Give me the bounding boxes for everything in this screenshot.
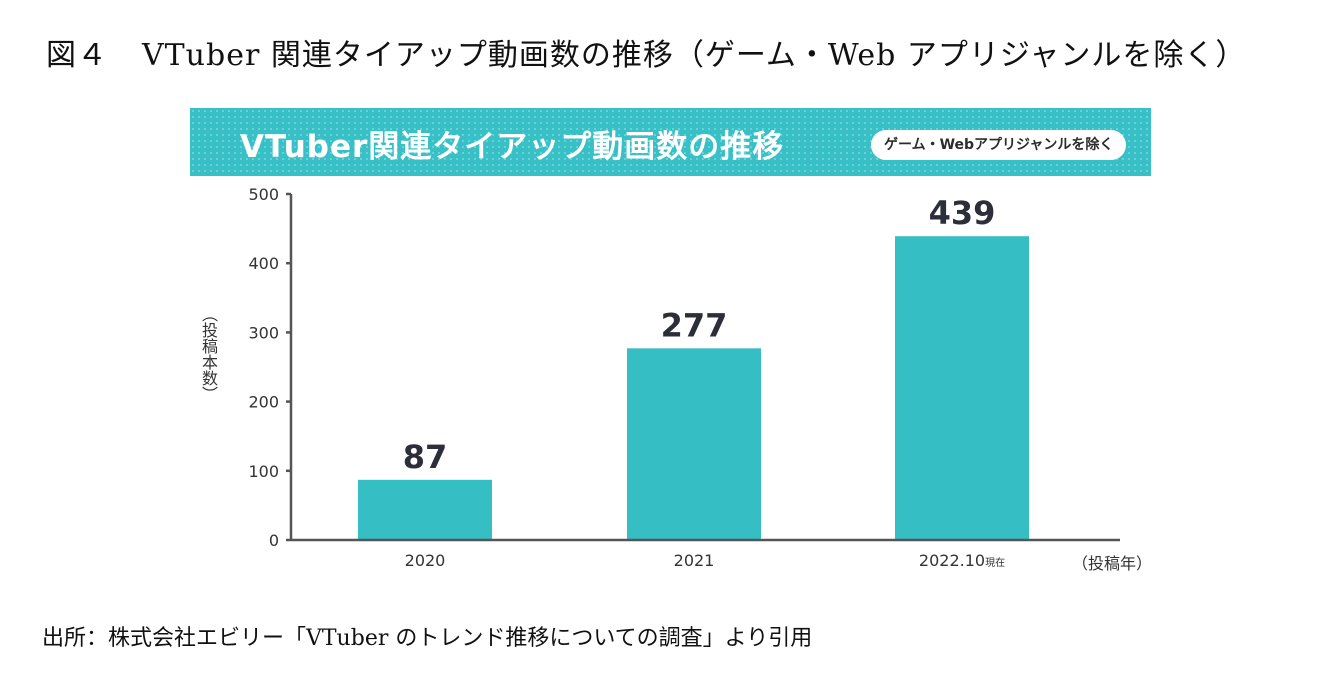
figure-title-text: VTuber 関連タイアップ動画数の推移（ゲーム・Web アプリジャンルを除く） — [142, 38, 1247, 73]
y-tick-label-200: 200 — [248, 393, 279, 412]
bar-2022.10 — [895, 236, 1029, 540]
y-tick-label-400: 400 — [248, 254, 279, 273]
data-label-2022.10: 439 — [929, 194, 996, 232]
x-axis-label: （投稿年） — [1072, 554, 1153, 573]
bar-2020 — [358, 479, 492, 540]
bar-chart: 87 277 439 0 100 200 300 400 500 2020 2021 2022.10現… — [190, 178, 1151, 578]
banner-subtitle-pill: ゲーム・Webアプリジャンルを除く — [871, 130, 1127, 160]
data-label-2021: 277 — [661, 306, 728, 344]
source-note: 出所：株式会社エビリー「VTuber のトレンド推移についての調査」より引用 — [42, 626, 813, 651]
x-tick-label-2022.10: 2022.10現在 — [919, 551, 1005, 570]
bar-2021 — [627, 348, 761, 540]
x-tick-label-2021: 2021 — [674, 551, 715, 570]
figure-number: 図４ — [46, 38, 108, 73]
bar-chart-svg: 87 277 439 0 100 200 300 400 500 2020 2021 2022.10現… — [248, 185, 1120, 570]
figure-title: 図４ VTuber 関連タイアップ動画数の推移（ゲーム・Web アプリジャンルを除… — [46, 30, 1246, 74]
x-tick-note-2022.10: 現在 — [985, 557, 1005, 569]
banner-title: VTuber関連タイアップ動画数の推移 — [240, 129, 785, 165]
chart-banner: VTuber関連タイアップ動画数の推移 ゲーム・Webアプリジャンルを除く — [190, 108, 1151, 176]
y-tick-label-100: 100 — [248, 462, 279, 481]
y-axis-label: （投稿本数） — [199, 306, 218, 402]
y-tick-label-500: 500 — [248, 185, 279, 204]
data-label-2020: 87 — [403, 438, 448, 476]
y-tick-label-0: 0 — [269, 531, 279, 550]
y-tick-label-300: 300 — [248, 323, 279, 342]
x-tick-label-2020: 2020 — [405, 551, 446, 570]
